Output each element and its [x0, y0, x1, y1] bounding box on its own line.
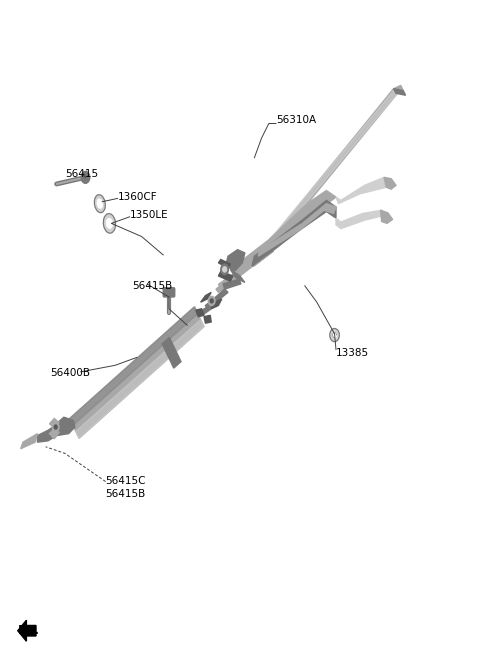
- Polygon shape: [394, 89, 406, 95]
- Text: FR.: FR.: [18, 624, 40, 637]
- Circle shape: [52, 422, 59, 432]
- Polygon shape: [381, 210, 393, 223]
- Text: 1350LE: 1350LE: [130, 210, 168, 221]
- Polygon shape: [252, 200, 336, 266]
- Ellipse shape: [95, 194, 105, 213]
- Text: 56415C: 56415C: [106, 476, 146, 486]
- Text: 56415B: 56415B: [106, 489, 146, 499]
- Ellipse shape: [103, 214, 116, 233]
- Polygon shape: [162, 338, 181, 368]
- Polygon shape: [223, 279, 241, 289]
- Circle shape: [54, 425, 57, 429]
- Circle shape: [208, 296, 215, 306]
- Text: 56415B: 56415B: [132, 281, 172, 291]
- Ellipse shape: [97, 199, 102, 208]
- Circle shape: [210, 299, 213, 303]
- Polygon shape: [253, 85, 403, 266]
- Polygon shape: [205, 289, 228, 309]
- Polygon shape: [21, 434, 37, 449]
- Polygon shape: [37, 427, 57, 442]
- Text: 1360CF: 1360CF: [118, 192, 157, 202]
- Polygon shape: [196, 309, 204, 317]
- Circle shape: [81, 171, 90, 183]
- FancyBboxPatch shape: [163, 288, 175, 297]
- Circle shape: [223, 267, 227, 272]
- Polygon shape: [258, 204, 336, 256]
- Ellipse shape: [333, 332, 336, 338]
- Text: 56415: 56415: [65, 169, 98, 179]
- Ellipse shape: [107, 219, 112, 228]
- Polygon shape: [216, 283, 228, 292]
- Polygon shape: [218, 275, 240, 290]
- Polygon shape: [336, 177, 389, 204]
- Polygon shape: [18, 620, 36, 641]
- Polygon shape: [230, 191, 336, 276]
- Text: 56400B: 56400B: [50, 368, 90, 378]
- Polygon shape: [49, 419, 59, 428]
- Polygon shape: [53, 417, 75, 436]
- Polygon shape: [204, 315, 211, 323]
- Polygon shape: [199, 302, 214, 314]
- Polygon shape: [257, 91, 397, 258]
- Polygon shape: [70, 307, 204, 438]
- Polygon shape: [218, 260, 230, 268]
- Text: 56310A: 56310A: [276, 115, 316, 125]
- Polygon shape: [201, 292, 211, 302]
- Polygon shape: [211, 299, 222, 309]
- Polygon shape: [218, 271, 233, 281]
- Polygon shape: [70, 307, 198, 425]
- Polygon shape: [253, 251, 274, 266]
- Polygon shape: [76, 320, 204, 438]
- Text: 13385: 13385: [336, 348, 369, 359]
- Polygon shape: [226, 250, 245, 271]
- Polygon shape: [336, 210, 384, 229]
- Polygon shape: [384, 177, 396, 189]
- Circle shape: [221, 264, 228, 275]
- Polygon shape: [230, 269, 245, 283]
- Polygon shape: [49, 428, 59, 439]
- Ellipse shape: [330, 328, 339, 342]
